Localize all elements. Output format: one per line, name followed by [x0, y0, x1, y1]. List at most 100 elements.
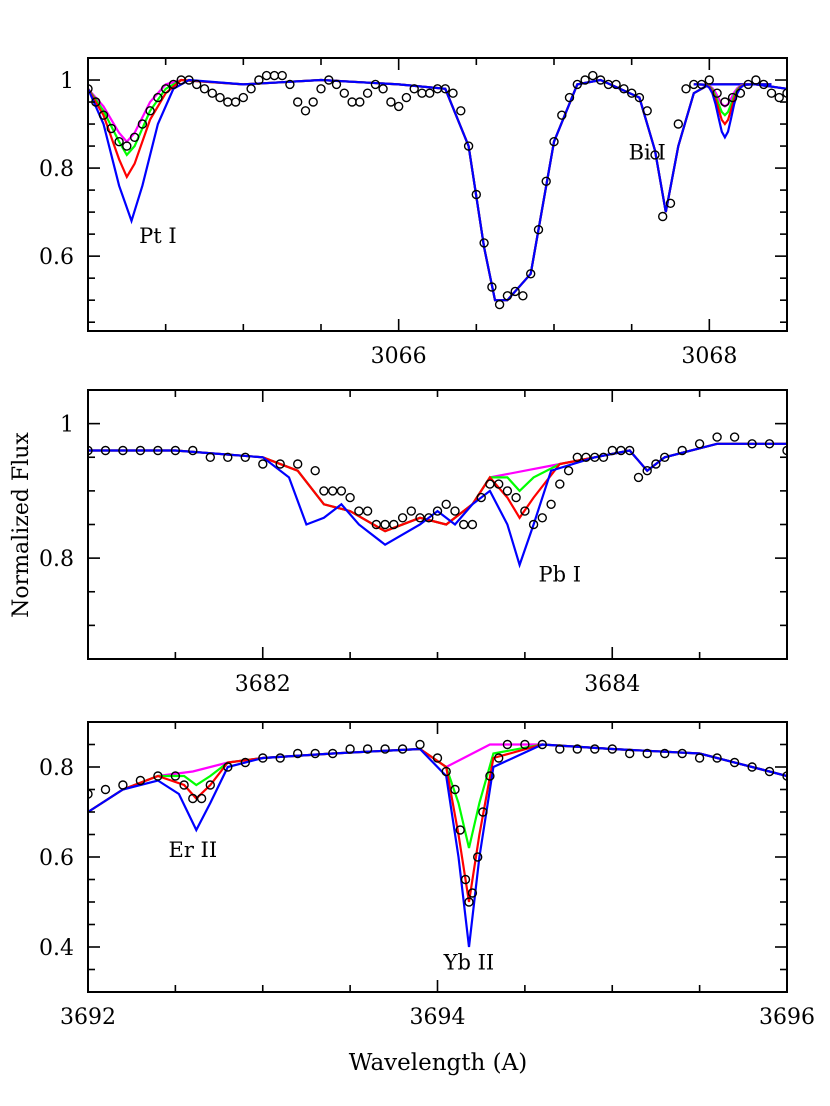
observed-point: [135, 445, 146, 456]
observed-point: [537, 739, 547, 750]
observed-point: [642, 106, 652, 116]
observed-point: [766, 88, 777, 98]
x-axis-label: Wavelength (A): [349, 1050, 527, 1076]
observed-point: [100, 445, 111, 456]
observed-point: [261, 70, 272, 81]
observed-point: [362, 744, 373, 754]
observed-point: [572, 744, 582, 754]
observed-point: [258, 459, 268, 469]
observed-point: [463, 141, 474, 151]
observed-point: [275, 753, 285, 763]
y-tick-label: 0.4: [39, 936, 74, 961]
observed-point: [595, 75, 606, 85]
observed-point: [441, 766, 451, 777]
model-line-red: [88, 78, 787, 302]
observed-point: [397, 513, 408, 523]
y-tick-label: 0.8: [39, 547, 74, 572]
model-line-magenta: [88, 78, 787, 302]
observed-point: [528, 519, 539, 530]
observed-point: [207, 88, 218, 98]
observed-point: [673, 119, 683, 129]
observed-point: [188, 445, 198, 456]
panel-top: 3066 3068 0.6 0.8 1 Pt I Bi I: [39, 57, 788, 369]
observed-point: [619, 84, 629, 94]
observed-point: [240, 757, 251, 768]
observed-point: [696, 79, 707, 90]
observed-point: [118, 445, 128, 456]
observed-point: [564, 92, 575, 103]
line-annotation: Pb I: [539, 563, 582, 587]
x-tick-label: 3692: [60, 1005, 116, 1030]
observed-point: [355, 97, 365, 107]
observed-point: [417, 88, 427, 98]
line-annotation: Bi I: [629, 140, 666, 164]
observed-point: [511, 492, 521, 503]
observed-point: [518, 291, 528, 301]
observed-point: [694, 753, 705, 763]
observed-point: [555, 479, 565, 489]
observed-point: [494, 479, 504, 489]
observed-point: [293, 748, 303, 759]
observed-point: [479, 238, 489, 248]
observed-point: [432, 753, 443, 763]
observed-point: [277, 70, 287, 81]
observed-point: [650, 150, 660, 160]
observed-point: [782, 445, 787, 456]
observed-point: [240, 452, 251, 462]
observed-point: [122, 141, 132, 151]
y-axis-label: Normalized Flux: [9, 432, 34, 618]
observed-point: [633, 472, 644, 483]
observed-point: [625, 748, 635, 759]
y-tick-label: 0.6: [39, 846, 74, 871]
observed-point: [118, 780, 128, 790]
observed-point: [774, 92, 784, 103]
model-line-green: [88, 442, 787, 533]
observed-point: [471, 189, 481, 200]
observed-point: [502, 486, 513, 496]
observed-point: [607, 744, 617, 754]
observed-point: [196, 793, 207, 804]
observed-point: [502, 291, 513, 301]
observed-point: [135, 775, 146, 786]
observed-point: [557, 110, 567, 120]
observed-point: [526, 269, 536, 279]
observed-point: [476, 492, 486, 503]
observed-point: [425, 88, 435, 98]
observed-point: [88, 84, 93, 94]
observed-point: [520, 506, 530, 516]
observed-point: [485, 479, 495, 489]
observed-point: [310, 466, 320, 476]
observed-point: [467, 888, 478, 898]
model-line-green: [88, 78, 787, 302]
y-tick-label: 0.6: [39, 245, 74, 270]
observed-point: [611, 79, 621, 90]
observed-point: [401, 92, 412, 103]
observed-point: [651, 459, 661, 469]
observed-point: [456, 106, 466, 116]
observed-point: [549, 136, 559, 147]
plot-frame: [87, 389, 788, 660]
observed-point: [598, 452, 609, 462]
observed-point: [747, 762, 757, 772]
observed-point: [720, 97, 730, 107]
observed-point: [424, 513, 434, 523]
observed-point: [494, 299, 505, 310]
observed-point: [727, 92, 738, 103]
model-line-blue: [88, 442, 787, 569]
observed-point: [494, 753, 504, 763]
x-tick-label: 3684: [584, 672, 640, 697]
observed-point: [502, 739, 513, 750]
observed-point: [782, 771, 787, 781]
panel-middle: 3682 3684 0.8 1 Pb I: [39, 389, 788, 697]
observed-point: [432, 506, 443, 516]
observed-point: [729, 432, 740, 442]
observed-point: [378, 84, 388, 94]
observed-point: [441, 499, 451, 509]
observed-point: [694, 439, 705, 449]
observed-point: [450, 784, 460, 795]
y-tick-label: 0.8: [39, 157, 74, 182]
observed-point: [371, 519, 381, 530]
y-tick-label: 1: [60, 69, 74, 94]
observed-point: [660, 452, 670, 462]
